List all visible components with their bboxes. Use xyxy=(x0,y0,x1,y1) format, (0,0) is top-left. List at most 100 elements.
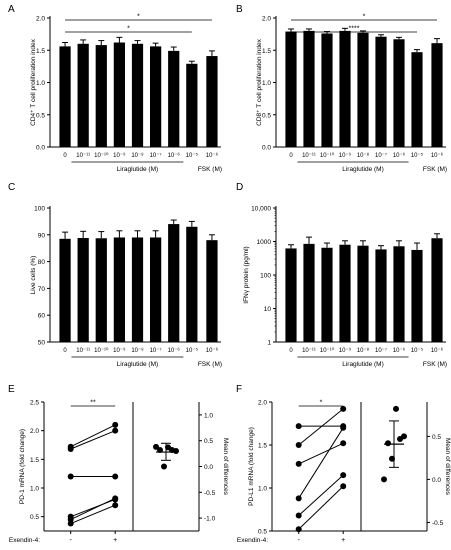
x-tick-label-E: + xyxy=(113,537,117,544)
bar-A xyxy=(95,45,107,148)
y2-tick-label-E: 0.0 xyxy=(204,464,213,471)
group-label-liraglutide-D: Liraglutide (M) xyxy=(342,361,384,368)
x-tick-label-D: 0 xyxy=(289,348,293,354)
x-tick-label-E: - xyxy=(70,537,73,544)
y-tick-label-A: 1.0 xyxy=(36,80,45,87)
panel-letter-B: B xyxy=(236,4,243,15)
x-tick-label-B: 10⁻⁷ xyxy=(375,152,387,159)
bar-D xyxy=(321,247,333,342)
x-tick-label-B: 0 xyxy=(289,153,293,159)
y2-tick-label-E: 0.5 xyxy=(204,438,213,445)
group-label-liraglutide-A: Liraglutide (M) xyxy=(117,166,159,173)
y-tick-label-D: 10,000 xyxy=(251,206,271,213)
y-tick-label-D: 10 xyxy=(264,306,272,313)
bar-B xyxy=(321,33,333,148)
bar-C xyxy=(149,237,162,342)
x-tick-label-D: 10⁻⁶ xyxy=(431,347,444,354)
panel-letter-F: F xyxy=(236,384,242,395)
difference-point-F xyxy=(393,405,399,412)
pair-point-before-E xyxy=(67,520,74,527)
x-tick-label-C: 0 xyxy=(63,348,67,354)
bar-D xyxy=(357,245,369,342)
x-tick-label-C: 10⁻¹⁰ xyxy=(94,347,109,354)
y-axis-label-B: CD8⁺ T cell proliferation index xyxy=(256,38,263,125)
y-tick-label-E: 2.5 xyxy=(30,400,39,407)
pair-line-F xyxy=(298,427,344,499)
x-tick-label-F: + xyxy=(341,537,345,544)
pair-line-E xyxy=(70,499,116,518)
x-tick-label-A: 10⁻¹⁰ xyxy=(94,152,109,159)
bar-D xyxy=(375,249,387,342)
pair-point-before-F xyxy=(295,423,302,430)
pair-line-F xyxy=(298,474,344,516)
y-tick-label-B: 1.0 xyxy=(262,80,271,87)
x-tick-label-D: 10⁻⁹ xyxy=(339,347,352,354)
y-tick-label-B: 0.0 xyxy=(262,145,271,152)
x-tick-label-A: 10⁻⁶ xyxy=(206,152,219,159)
y-tick-label-F: 1.5 xyxy=(258,443,267,450)
significance-label-E: ** xyxy=(90,400,96,407)
y-tick-label-E: 1.0 xyxy=(30,486,39,493)
bar-C xyxy=(77,238,89,342)
bar-D xyxy=(393,246,405,342)
x-tick-label-B: 10⁻⁸ xyxy=(357,152,370,159)
x-tick-label-D: 10⁻⁵ xyxy=(411,347,424,354)
x-tick-label-B: 10⁻⁹ xyxy=(339,152,352,159)
pair-point-before-F xyxy=(295,442,302,448)
y-tick-label-B: 1.5 xyxy=(262,48,271,55)
bar-D xyxy=(285,248,297,342)
y2-axis-label-E: Mean of differences xyxy=(222,438,229,496)
x-tick-label-D: 10⁻¹⁰ xyxy=(320,347,335,354)
x-tick-label-A: 10⁻⁶ xyxy=(168,152,181,159)
pair-point-after-E xyxy=(112,473,119,480)
y-axis-label-D: IFNγ protein (pg/ml) xyxy=(243,246,250,303)
group-label-fsk-A: FSK (M) xyxy=(198,166,222,173)
significance-label-B: * xyxy=(363,14,366,21)
pair-line-F xyxy=(298,408,344,446)
pair-line-F xyxy=(298,485,344,530)
difference-point-F xyxy=(385,440,391,447)
y-tick-label-C: 80 xyxy=(38,259,46,266)
pair-point-after-F xyxy=(340,424,347,431)
x-tick-label-C: 10⁻⁷ xyxy=(150,347,162,354)
x-tick-label-A: 10⁻⁸ xyxy=(131,152,144,159)
difference-point-E xyxy=(161,463,167,470)
bar-A xyxy=(77,43,89,147)
pair-point-after-E xyxy=(112,496,119,503)
bar-A xyxy=(149,46,162,147)
y-tick-label-F: 2.0 xyxy=(258,400,267,407)
x-tick-label-C: 10⁻⁶ xyxy=(168,347,181,354)
pair-point-after-F xyxy=(340,440,347,447)
bar-C xyxy=(131,237,144,342)
bar-B xyxy=(339,30,351,147)
panel-letter-C: C xyxy=(8,182,15,193)
y-tick-label-D: 100 xyxy=(260,273,271,280)
y2-tick-label-E: -0.5 xyxy=(204,490,216,497)
y-tick-label-E: 2.0 xyxy=(30,428,39,435)
x-tick-label-C: 10⁻⁵ xyxy=(186,347,199,354)
y-tick-label-B: 0.5 xyxy=(262,112,271,119)
group-label-fsk-C: FSK (M) xyxy=(198,361,222,368)
bar-B xyxy=(375,36,387,147)
y-tick-label-C: 60 xyxy=(38,313,46,320)
pair-point-before-F xyxy=(295,512,302,519)
x-tick-label-C: 10⁻⁸ xyxy=(131,347,144,354)
y-tick-label-A: 0.5 xyxy=(36,112,45,119)
y-tick-label-B: 2.0 xyxy=(262,16,271,23)
pair-point-before-F xyxy=(295,526,302,533)
bar-D xyxy=(431,238,443,342)
y-axis-label-C: Live cells (%) xyxy=(30,256,37,295)
bar-C xyxy=(186,226,198,342)
group-label-fsk-D: FSK (M) xyxy=(423,361,447,368)
bar-C xyxy=(168,224,180,342)
significance-label-A: * xyxy=(137,14,140,21)
x-tick-label-D: 10⁻⁶ xyxy=(393,347,406,354)
x-tick-label-B: 10⁻⁵ xyxy=(411,152,424,159)
x-tick-label-D: 10⁻¹¹ xyxy=(302,348,316,354)
x-tick-label-A: 10⁻⁵ xyxy=(186,152,199,159)
bar-B xyxy=(393,39,405,147)
y-tick-label-A: 2.0 xyxy=(36,16,45,23)
y2-tick-label-F: 0.5 xyxy=(432,434,441,441)
pair-point-after-F xyxy=(340,405,347,412)
pair-line-E xyxy=(70,430,116,450)
